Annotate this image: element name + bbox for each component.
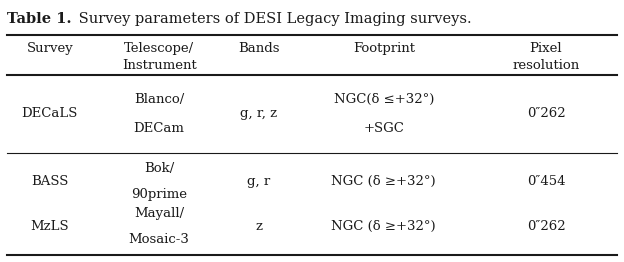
Text: Survey: Survey [27,42,73,55]
Text: Mosaic-3: Mosaic-3 [129,233,190,247]
Text: g, r, z: g, r, z [240,107,278,121]
Text: 0″262: 0″262 [527,220,565,233]
Text: 0″262: 0″262 [527,107,565,121]
Text: Instrument: Instrument [122,59,197,72]
Text: g, r: g, r [247,175,271,188]
Text: Table 1.: Table 1. [7,12,72,26]
Text: Blanco/: Blanco/ [134,93,184,106]
Text: 0″454: 0″454 [527,175,565,188]
Text: Pixel: Pixel [530,42,562,55]
Text: 90prime: 90prime [131,188,187,201]
Text: Telescope/: Telescope/ [124,42,194,55]
Text: NGC (δ ≥+32°): NGC (δ ≥+32°) [331,220,436,233]
Text: DECam: DECam [134,122,185,135]
Text: Bok/: Bok/ [144,162,174,175]
Text: Bands: Bands [238,42,280,55]
Text: NGC(δ ≤+32°): NGC(δ ≤+32°) [334,93,434,106]
Text: NGC (δ ≥+32°): NGC (δ ≥+32°) [331,175,436,188]
Text: DECaLS: DECaLS [22,107,78,121]
Text: resolution: resolution [512,59,580,72]
Text: MzLS: MzLS [31,220,69,233]
Text: Footprint: Footprint [353,42,415,55]
Text: BASS: BASS [31,175,69,188]
Text: +SGC: +SGC [363,122,404,135]
Text: Survey parameters of DESI Legacy Imaging surveys.: Survey parameters of DESI Legacy Imaging… [74,12,472,26]
Text: Mayall/: Mayall/ [134,207,184,220]
Text: z: z [255,220,263,233]
